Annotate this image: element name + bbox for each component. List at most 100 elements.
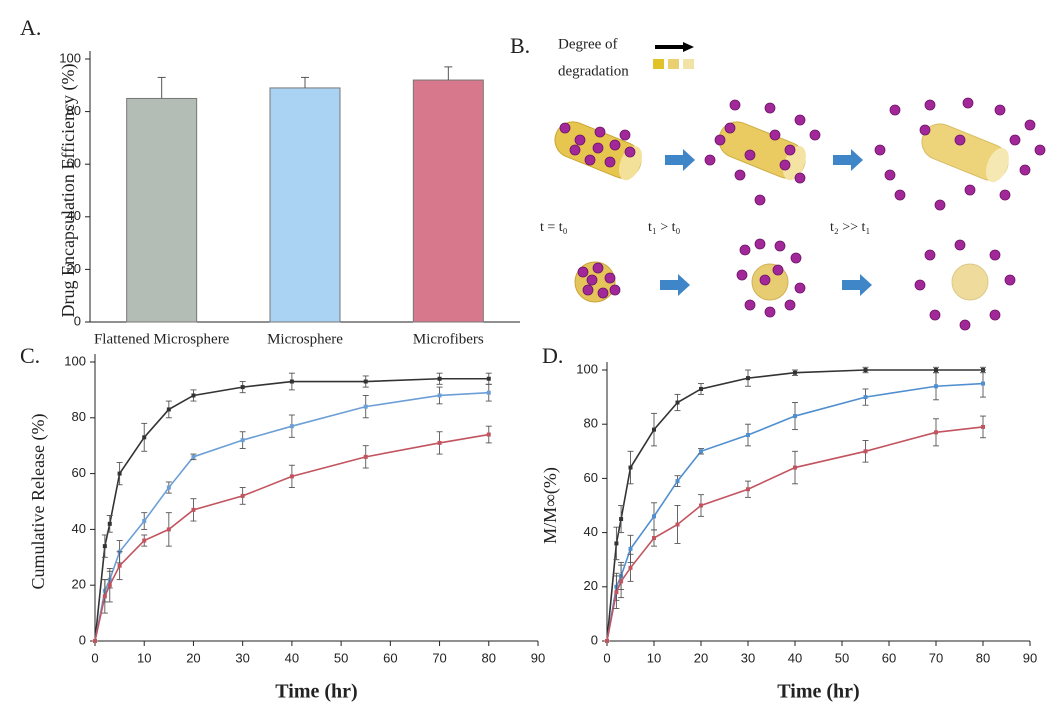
- y-tick-label: 100: [576, 361, 598, 376]
- drug-molecule: [1019, 164, 1031, 176]
- drug-molecule: [619, 129, 631, 141]
- drug-molecule: [559, 122, 571, 134]
- drug-molecule: [929, 309, 941, 321]
- point: [934, 384, 938, 389]
- fiber-end: [985, 148, 1009, 183]
- y-tick-label: 40: [584, 524, 598, 539]
- panel-label: A.: [20, 15, 41, 40]
- drug-molecule: [874, 144, 886, 156]
- drug-molecule: [999, 189, 1011, 201]
- point: [142, 435, 147, 440]
- drug-molecule: [884, 169, 896, 181]
- process-arrow: [833, 149, 863, 171]
- series-line: [94, 377, 489, 642]
- y-tick-label: 0: [79, 632, 86, 647]
- point: [102, 544, 107, 549]
- drug-molecule: [754, 238, 766, 250]
- drug-molecule: [704, 154, 716, 166]
- drug-molecule: [744, 299, 756, 311]
- y-axis-label: Cumulative Release (%): [28, 414, 49, 590]
- x-tick-label: 90: [1023, 650, 1037, 665]
- microsphere: [951, 263, 989, 301]
- point: [652, 536, 656, 541]
- y-tick-label: 80: [67, 103, 81, 118]
- y-tick-label: 20: [584, 578, 598, 593]
- point: [619, 579, 624, 584]
- drug-molecule: [779, 159, 791, 171]
- point: [107, 583, 112, 588]
- point: [628, 465, 633, 470]
- x-tick-label: 90: [531, 650, 545, 665]
- point: [619, 517, 624, 522]
- x-tick-label: Flattened Microsphere: [94, 331, 230, 347]
- point: [191, 393, 196, 398]
- drug-molecule: [962, 97, 974, 109]
- time-label: t₂ >> t₁: [830, 220, 870, 235]
- point: [981, 424, 985, 429]
- y-tick-label: 40: [72, 521, 86, 536]
- drug-molecule: [954, 239, 966, 251]
- y-tick-label: 60: [67, 156, 81, 171]
- legend-text: Degree of: [558, 36, 618, 52]
- point: [699, 449, 703, 454]
- panel-label: D.: [542, 343, 563, 368]
- x-tick-label: 20: [694, 650, 708, 665]
- drug-molecule: [729, 99, 741, 111]
- point: [699, 503, 703, 508]
- point: [863, 449, 868, 454]
- process-arrow: [842, 274, 872, 296]
- drug-molecule: [919, 124, 931, 136]
- point: [934, 368, 938, 372]
- y-tick-label: 60: [72, 465, 86, 480]
- point: [117, 471, 122, 476]
- drug-molecule: [592, 142, 604, 154]
- point: [93, 639, 97, 643]
- drug-molecule: [794, 172, 806, 184]
- drug-molecule: [954, 134, 966, 146]
- point: [793, 465, 797, 470]
- drug-molecule: [744, 149, 756, 161]
- x-tick-label: 20: [186, 650, 200, 665]
- point: [166, 407, 171, 412]
- x-tick-label: Microfibers: [413, 331, 484, 347]
- point: [652, 427, 656, 432]
- point: [675, 479, 680, 484]
- drug-molecule: [769, 129, 781, 141]
- series-line: [606, 369, 983, 642]
- drug-molecule: [764, 306, 776, 318]
- drug-molecule: [754, 194, 766, 206]
- drug-molecule: [924, 249, 936, 261]
- drug-molecule: [934, 199, 946, 211]
- bar: [126, 97, 198, 323]
- point: [699, 386, 703, 391]
- x-tick-label: 40: [788, 650, 802, 665]
- point: [652, 514, 656, 519]
- point: [486, 390, 491, 395]
- x-tick-label: 10: [647, 650, 661, 665]
- bar: [269, 87, 341, 323]
- drug-molecule: [569, 144, 581, 156]
- drug-molecule: [959, 319, 971, 331]
- time-label: t₁ > t₀: [648, 220, 681, 235]
- x-tick-label: 0: [603, 650, 610, 665]
- fiber-body: [921, 123, 1009, 181]
- drug-molecule: [582, 284, 594, 296]
- drug-molecule: [736, 269, 748, 281]
- point: [166, 485, 171, 490]
- point: [981, 381, 985, 386]
- point: [746, 376, 750, 381]
- x-tick-label: 60: [383, 650, 397, 665]
- point: [614, 590, 619, 595]
- y-tick-label: 0: [74, 313, 81, 328]
- point: [793, 414, 797, 419]
- point: [863, 395, 868, 400]
- degradation-swatch: [653, 59, 664, 69]
- point: [289, 474, 294, 479]
- process-arrow: [660, 274, 690, 296]
- point: [437, 393, 442, 398]
- point: [240, 438, 245, 443]
- point: [240, 385, 245, 390]
- drug-molecule: [1034, 144, 1046, 156]
- x-axis-label: Time (hr): [275, 681, 357, 703]
- drug-molecule: [914, 279, 926, 291]
